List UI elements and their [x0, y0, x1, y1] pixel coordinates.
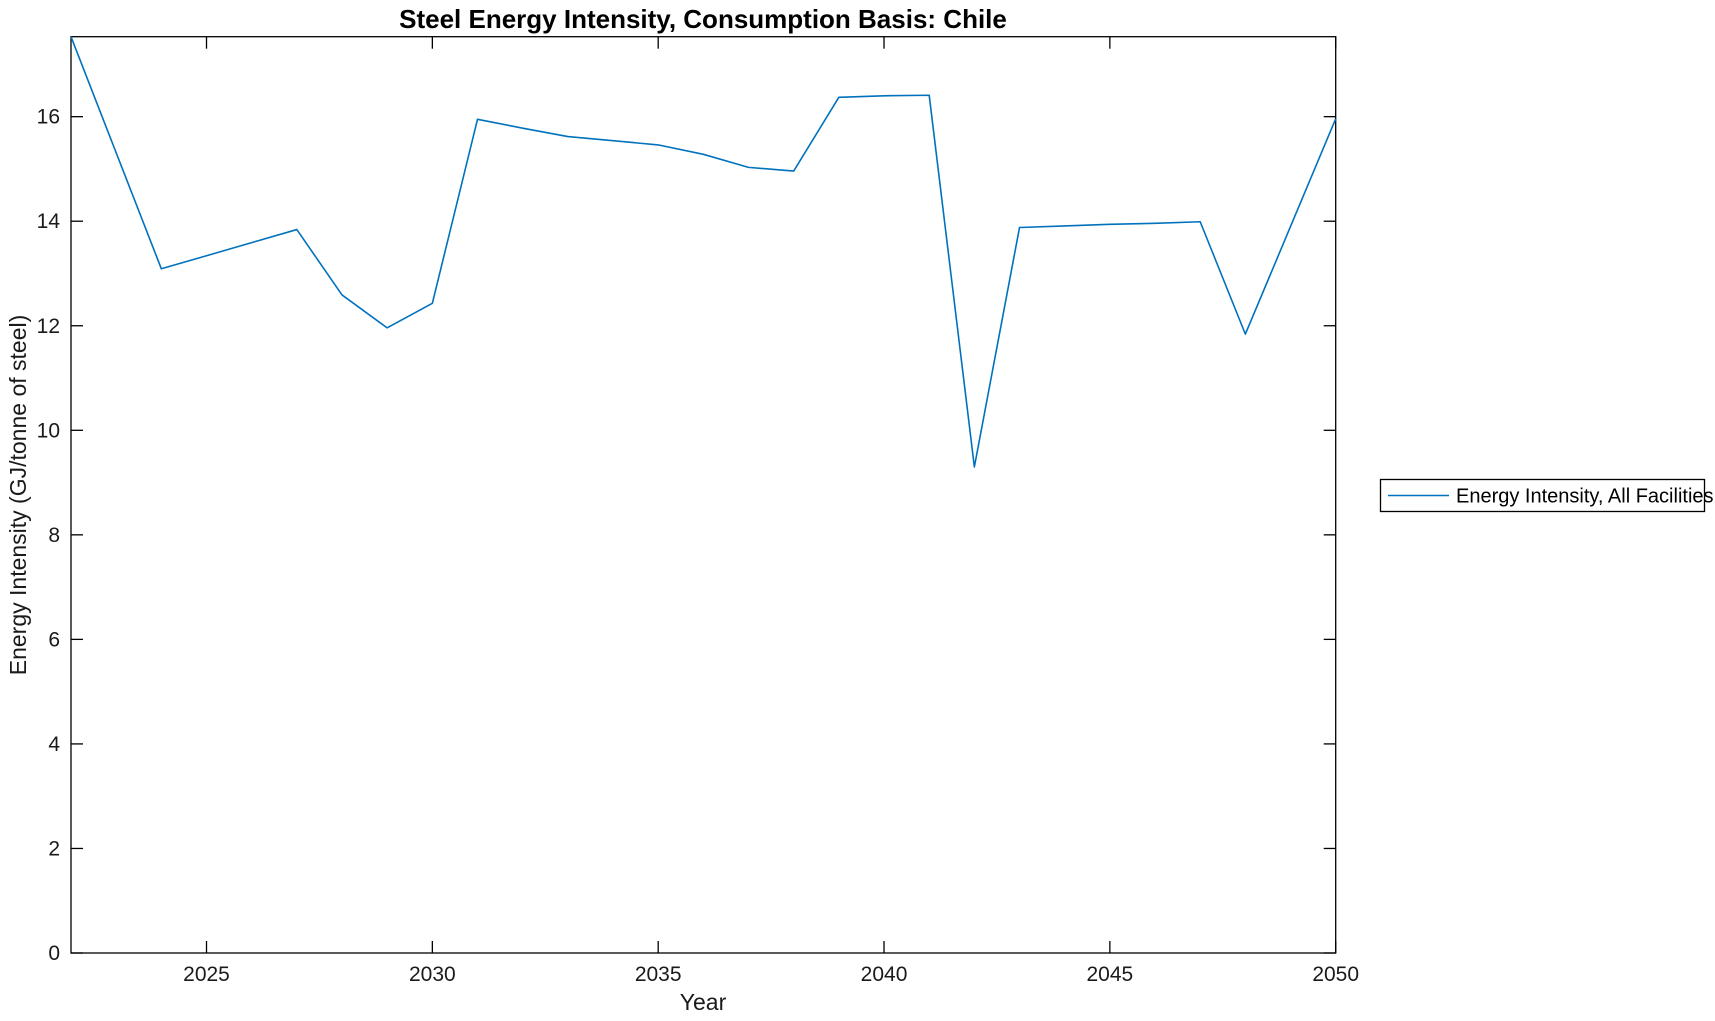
x-tick-label: 2030: [409, 963, 456, 986]
x-tick-label: 2025: [183, 963, 230, 986]
y-tick-label: 6: [48, 628, 60, 651]
y-tick-label: 14: [37, 210, 61, 233]
y-tick-label: 2: [48, 837, 60, 860]
plot-frame: [70, 36, 1337, 954]
x-tick-label: 2035: [635, 963, 682, 986]
legend-label: Energy Intensity, All Facilities: [1456, 486, 1714, 508]
legend: Energy Intensity, All Facilities: [1379, 478, 1714, 513]
x-axis-label: Year: [680, 989, 727, 1015]
x-tick-label: 2040: [861, 963, 908, 986]
y-tick-label: 10: [37, 419, 60, 442]
y-tick-label: 8: [48, 524, 60, 547]
y-tick-label: 4: [48, 733, 60, 756]
y-tick-label: 12: [37, 315, 60, 338]
chart-title: Steel Energy Intensity, Consumption Basi…: [399, 4, 1007, 34]
x-tick-label: 2045: [1087, 963, 1134, 986]
y-tick-label: 0: [48, 942, 60, 965]
plot-area: 2025 2030 2035 2040 2045 2050 0 2 4 6 8 10 12 14 16: [37, 36, 1359, 986]
series-line: [70, 36, 1337, 468]
y-axis-label: Energy Intensity (GJ/tonne of steel): [5, 315, 31, 676]
x-tick-label: 2050: [1312, 963, 1359, 986]
y-tick-label: 16: [37, 106, 60, 129]
